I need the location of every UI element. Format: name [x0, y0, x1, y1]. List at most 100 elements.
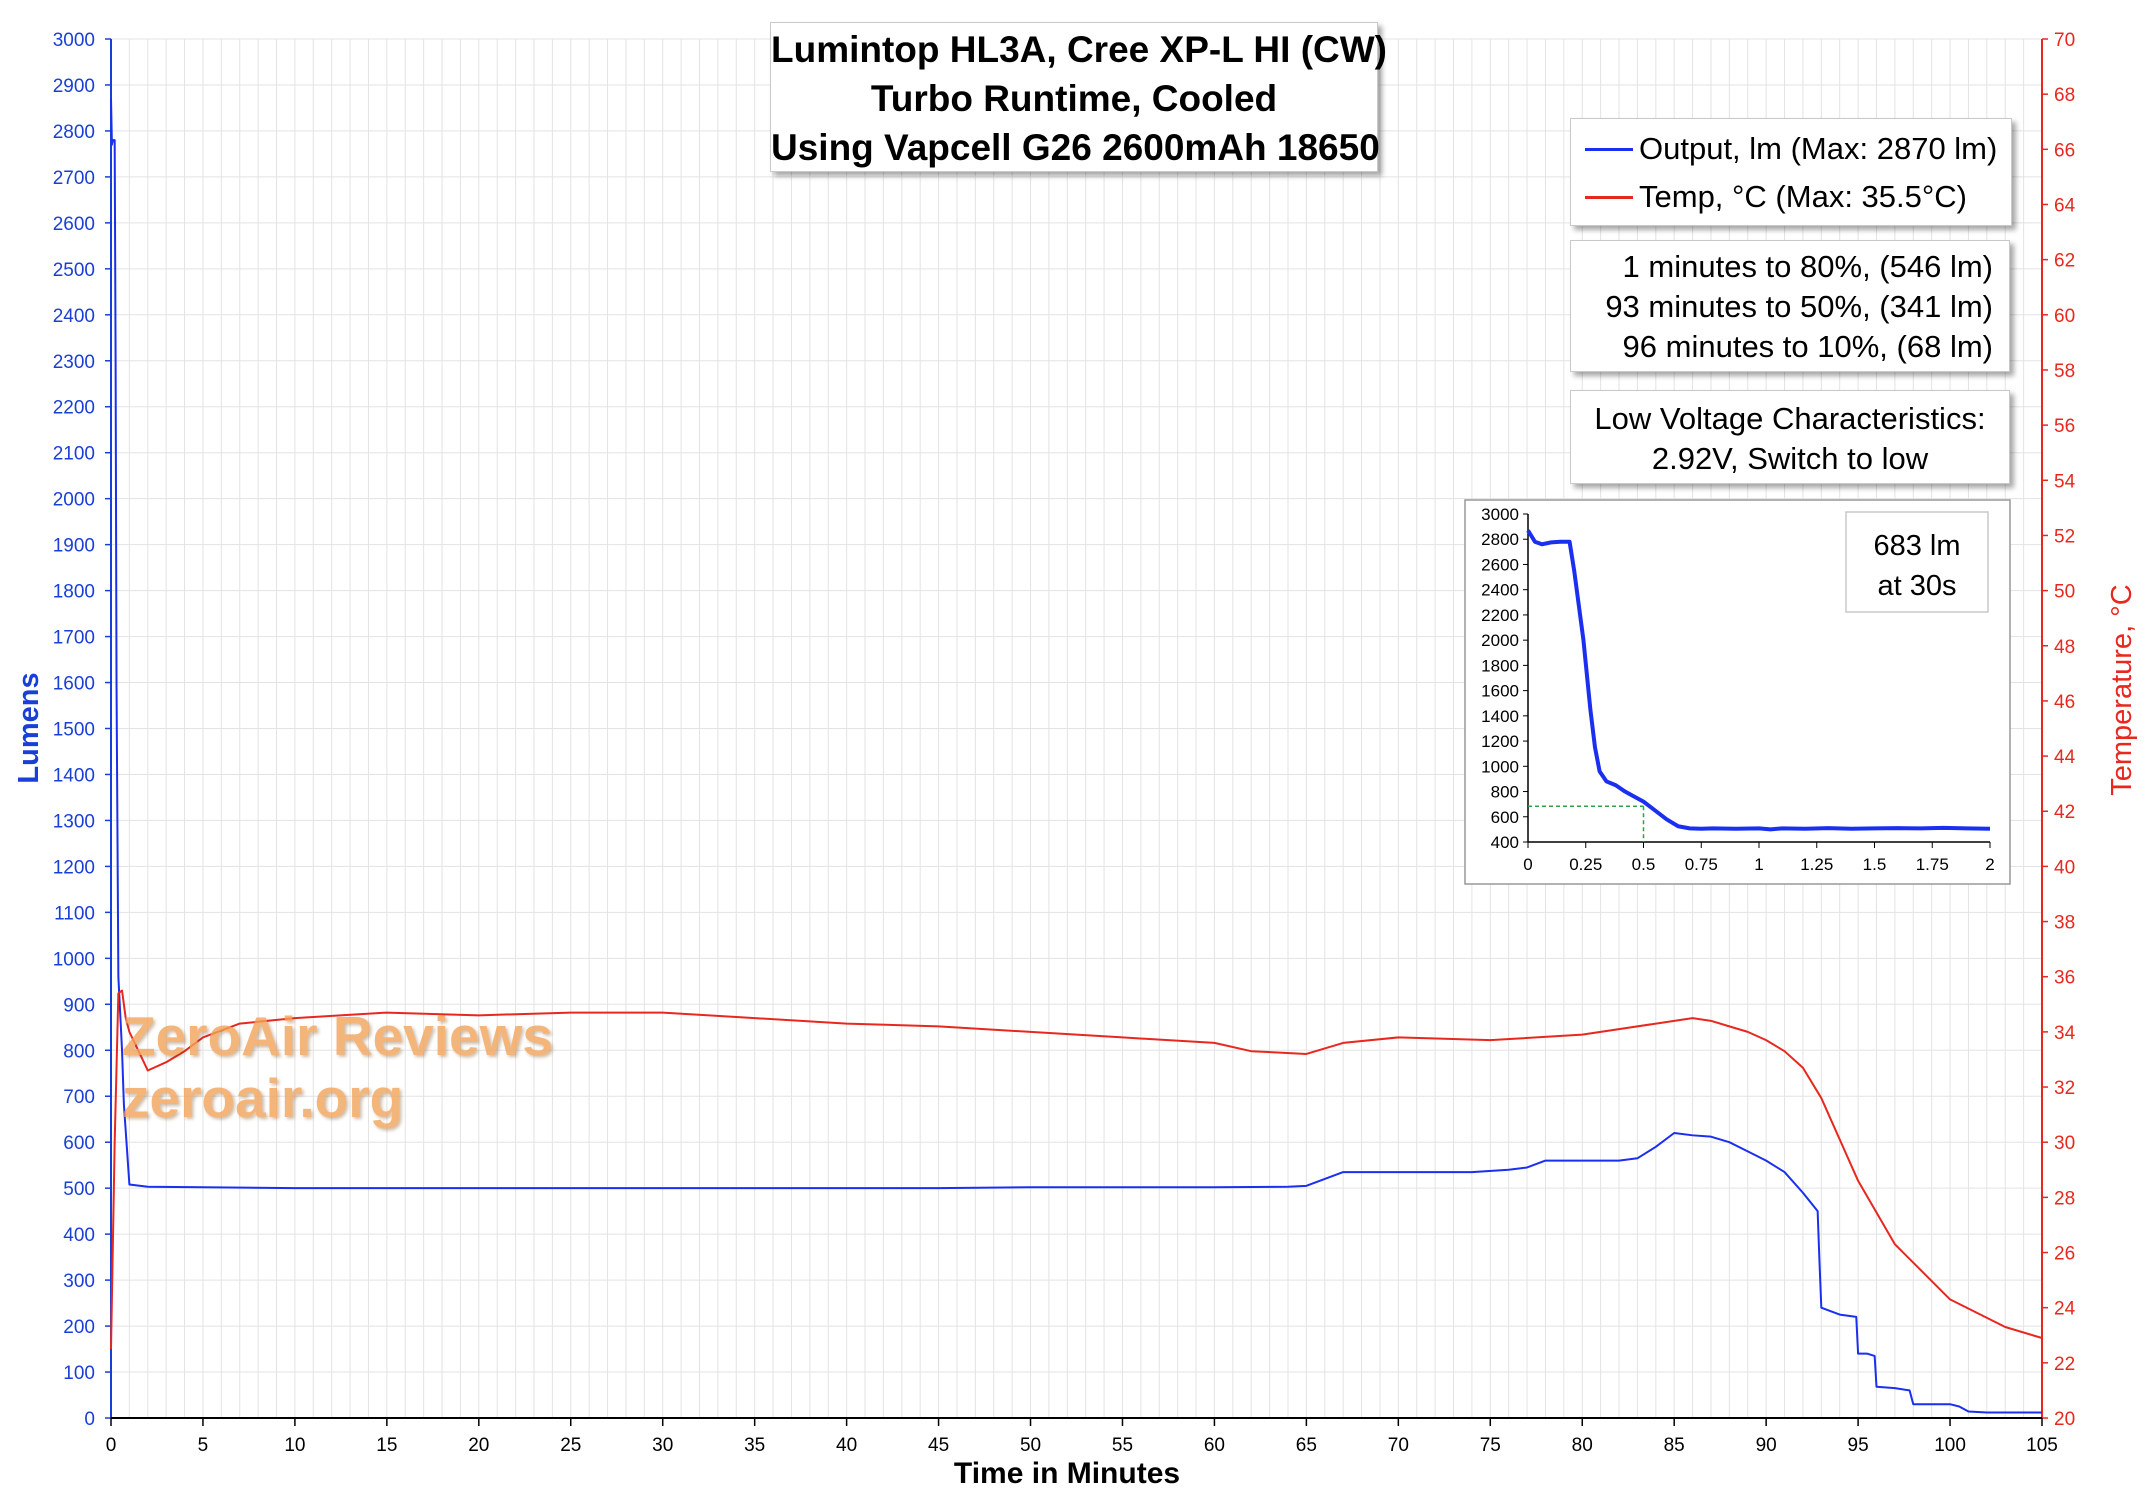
- legend-item-output: Output, lm (Max: 2870 lm): [1585, 129, 1997, 169]
- inset-annotation-line1: 683 lm: [1873, 530, 1960, 562]
- y2-tick-label: 68: [2054, 85, 2075, 106]
- y-tick-label: 2300: [53, 352, 95, 373]
- x-tick-label: 35: [744, 1435, 765, 1456]
- x-tick-label: 70: [1388, 1435, 1409, 1456]
- inset-x-tick-label: 0.5: [1632, 855, 1656, 874]
- x-tick-label: 85: [1664, 1435, 1685, 1456]
- stat-line-10: 96 minutes to 10%, (68 lm): [1622, 329, 1993, 364]
- runtime-stats-box: 1 minutes to 80%, (546 lm) 93 minutes to…: [1570, 240, 2010, 372]
- low-voltage-box: Low Voltage Characteristics: 2.92V, Swit…: [1570, 390, 2010, 484]
- x-tick-label: 30: [652, 1435, 673, 1456]
- low-voltage-line2: 2.92V, Switch to low: [1651, 441, 1929, 476]
- x-tick-label: 20: [468, 1435, 489, 1456]
- y2-tick-label: 20: [2054, 1409, 2075, 1430]
- y2-tick-label: 62: [2054, 251, 2075, 272]
- watermark: ZeroAir Reviews zeroair.org: [122, 1005, 553, 1129]
- y2-tick-label: 48: [2054, 637, 2075, 658]
- y2-tick-label: 70: [2054, 30, 2075, 51]
- stat-line-80: 1 minutes to 80%, (546 lm): [1622, 249, 1993, 284]
- x-tick-label: 40: [836, 1435, 857, 1456]
- y-tick-label: 1400: [53, 765, 95, 786]
- y-tick-label: 2200: [53, 398, 95, 419]
- y2-tick-label: 30: [2054, 1133, 2075, 1154]
- y-tick-label: 100: [63, 1363, 95, 1384]
- y2-tick-label: 42: [2054, 802, 2075, 823]
- y2-tick-label: 24: [2054, 1299, 2076, 1320]
- chart-title-line2: Turbo Runtime, Cooled: [870, 78, 1278, 119]
- x-tick-label: 55: [1112, 1435, 1133, 1456]
- inset-y-tick-label: 3000: [1481, 505, 1519, 524]
- inset-y-tick-label: 2200: [1481, 606, 1519, 625]
- y-tick-label: 400: [63, 1225, 95, 1246]
- x-tick-label: 65: [1296, 1435, 1317, 1456]
- inset-x-tick-label: 0.75: [1685, 855, 1718, 874]
- x-tick-label: 90: [1756, 1435, 1777, 1456]
- legend-swatch-output: [1585, 147, 1633, 151]
- inset-x-tick-label: 0.25: [1569, 855, 1602, 874]
- y2-tick-label: 58: [2054, 361, 2075, 382]
- y-tick-label: 600: [63, 1133, 95, 1154]
- inset-y-tick-label: 2600: [1481, 555, 1519, 574]
- inset-y-tick-label: 1800: [1481, 656, 1519, 675]
- inset-y-tick-label: 1400: [1481, 707, 1519, 726]
- y-tick-label: 2100: [53, 444, 95, 465]
- output-series-line: [110, 98, 2042, 1414]
- x-tick-label: 80: [1572, 1435, 1593, 1456]
- x-tick-label: 5: [198, 1435, 209, 1456]
- y2-tick-label: 32: [2054, 1078, 2075, 1099]
- y2-tick-label: 40: [2054, 857, 2075, 878]
- watermark-line1: ZeroAir Reviews: [122, 1005, 554, 1067]
- y2-tick-label: 52: [2054, 526, 2075, 547]
- x-tick-label: 95: [1848, 1435, 1869, 1456]
- y2-tick-label: 56: [2054, 416, 2075, 437]
- inset-output-series-line: [1526, 529, 1991, 832]
- y2-tick-label: 34: [2054, 1023, 2076, 1044]
- watermark-line2: zeroair.org: [122, 1067, 404, 1129]
- y2-tick-label: 22: [2054, 1354, 2075, 1375]
- axis-labels: 0100200300400500600700800900100011001200…: [53, 30, 2076, 1456]
- y-axis-title: Lumens: [13, 672, 45, 783]
- inset-annotation-box: [1845, 511, 1989, 613]
- inset-y-tick-label: 1000: [1481, 757, 1519, 776]
- legend: Output, lm (Max: 2870 lm) Temp, °C (Max:…: [1570, 118, 2012, 226]
- y2-tick-label: 50: [2054, 582, 2075, 603]
- x-tick-label: 75: [1480, 1435, 1501, 1456]
- inset-y-tick-label: 2400: [1481, 581, 1519, 600]
- y-tick-label: 200: [63, 1317, 95, 1338]
- y-tick-label: 900: [63, 995, 95, 1016]
- chart-title-line3: Using Vapcell G26 2600mAh 18650: [771, 127, 1380, 168]
- inset-x-tick-label: 1.75: [1916, 855, 1949, 874]
- y-tick-label: 700: [63, 1087, 95, 1108]
- inset-grid: [1523, 513, 1991, 848]
- inset-series: [1526, 529, 1991, 832]
- y-tick-label: 2700: [53, 168, 95, 189]
- series-lines: [110, 98, 2043, 1414]
- inset-x-tick-label: 1: [1754, 855, 1763, 874]
- y2-tick-label: 44: [2054, 747, 2076, 768]
- axes: [105, 38, 2048, 1426]
- y-tick-label: 2000: [53, 490, 95, 511]
- y-tick-label: 500: [63, 1179, 95, 1200]
- y-tick-label: 3000: [53, 30, 95, 51]
- inset-y-tick-label: 600: [1491, 808, 1519, 827]
- inset-y-tick-label: 1200: [1481, 732, 1519, 751]
- y-tick-label: 2500: [53, 260, 95, 281]
- inset-x-tick-label: 0: [1523, 855, 1532, 874]
- x-tick-label: 10: [284, 1435, 305, 1456]
- low-voltage-line1: Low Voltage Characteristics:: [1594, 401, 1986, 436]
- inset-y-tick-label: 2800: [1481, 530, 1519, 549]
- x-axis-title: Time in Minutes: [954, 1457, 1180, 1490]
- y-tick-label: 0: [84, 1409, 95, 1430]
- inset-x-tick-label: 1.5: [1863, 855, 1887, 874]
- y-tick-label: 1700: [53, 628, 95, 649]
- y-tick-label: 2900: [53, 76, 95, 97]
- y-tick-label: 800: [63, 1041, 95, 1062]
- inset-y-tick-label: 400: [1491, 833, 1519, 852]
- chart-title-box: Lumintop HL3A, Cree XP-L HI (CW) Turbo R…: [770, 22, 1387, 172]
- y2-tick-label: 60: [2054, 306, 2075, 327]
- y-tick-label: 1300: [53, 811, 95, 832]
- y-tick-label: 300: [63, 1271, 95, 1292]
- legend-swatch-temp: [1585, 195, 1633, 199]
- x-tick-label: 45: [928, 1435, 949, 1456]
